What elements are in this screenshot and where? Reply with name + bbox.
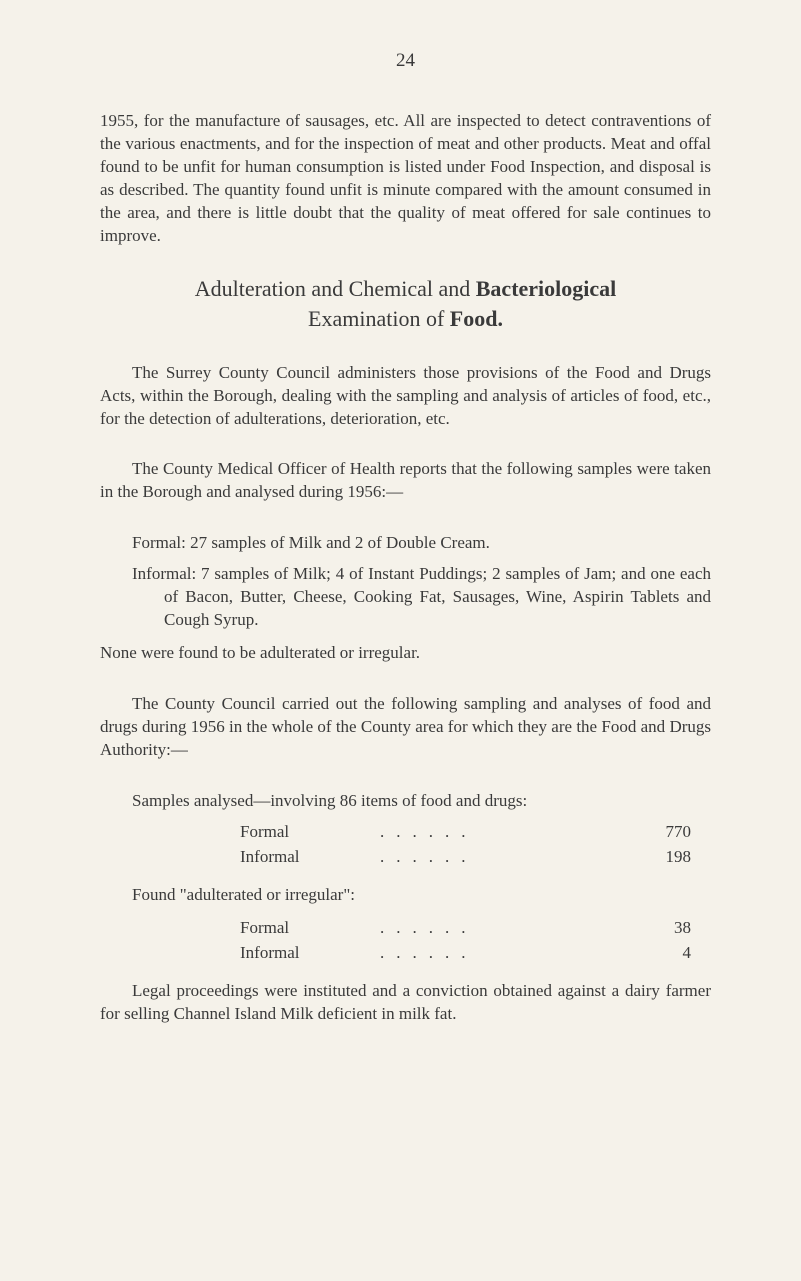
stat-dots: ...... [380,915,611,941]
heading-text-2: Bacteriological [476,276,617,301]
informal-samples: Informal: 7 samples of Milk; 4 of Instan… [100,563,711,632]
stat-row-formal-2: Formal ...... 38 [100,915,711,941]
stat-label: Formal [240,819,380,845]
stat-row-formal-1: Formal ...... 770 [100,819,711,845]
paragraph-county-medical: The County Medical Officer of Health rep… [100,458,711,504]
stat-row-informal-1: Informal ...... 198 [100,844,711,870]
subheading-text-1: Examination of [308,306,450,331]
stat-label: Informal [240,844,380,870]
samples-intro: Samples analysed—involving 86 items of f… [100,790,711,813]
formal-samples: Formal: 27 samples of Milk and 2 of Doub… [100,532,711,555]
found-intro: Found "adulterated or irregular": [100,884,711,907]
page-number: 24 [100,50,711,72]
paragraph-legal: Legal proceedings were instituted and a … [100,980,711,1026]
stats-block-1: Formal ...... 770 Informal ...... 198 [100,819,711,870]
subheading-text-2: Food. [450,306,503,331]
stat-dots: ...... [380,819,611,845]
paragraph-surrey: The Surrey County Council administers th… [100,362,711,431]
section-heading-line2: Examination of Food. [100,306,711,332]
stat-value: 198 [611,844,711,870]
stat-row-informal-2: Informal ...... 4 [100,940,711,966]
stat-label: Formal [240,915,380,941]
section-heading-line1: Adulteration and Chemical and Bacteriolo… [100,276,711,302]
stat-value: 770 [611,819,711,845]
stat-value: 38 [611,915,711,941]
stat-dots: ...... [380,940,611,966]
stat-value: 4 [611,940,711,966]
stat-dots: ...... [380,844,611,870]
stat-label: Informal [240,940,380,966]
stats-block-2: Formal ...... 38 Informal ...... 4 [100,915,711,966]
paragraph-county-council: The County Council carried out the follo… [100,693,711,762]
none-found: None were found to be adulterated or irr… [100,642,711,665]
paragraph-intro: 1955, for the manufacture of sausages, e… [100,110,711,248]
heading-text-1: Adulteration and Chemical and [195,276,476,301]
